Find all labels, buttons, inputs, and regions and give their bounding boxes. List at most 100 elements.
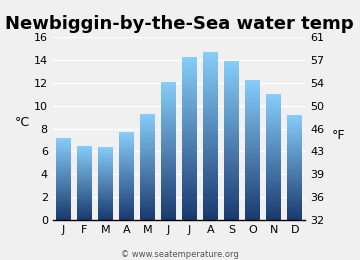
Bar (287, 159, 302, 160)
Bar (245, 183, 260, 185)
Bar (224, 174, 239, 175)
Bar (77, 187, 92, 188)
Bar (98, 174, 113, 175)
Bar (98, 165, 113, 166)
Bar (287, 177, 302, 178)
Bar (287, 166, 302, 167)
Bar (182, 101, 197, 102)
Bar (119, 150, 134, 151)
Bar (182, 158, 197, 159)
Bar (98, 171, 113, 172)
Bar (224, 77, 239, 79)
Bar (77, 159, 92, 160)
Bar (140, 179, 155, 180)
Bar (55, 199, 71, 200)
Bar (161, 150, 176, 151)
Bar (266, 136, 282, 137)
Bar (266, 118, 282, 119)
Bar (203, 96, 218, 98)
Bar (266, 119, 282, 121)
Bar (224, 128, 239, 129)
Bar (119, 170, 134, 171)
Bar (55, 190, 71, 191)
Bar (140, 165, 155, 166)
Bar (245, 200, 260, 202)
Bar (98, 166, 113, 167)
Bar (98, 206, 113, 207)
Bar (224, 137, 239, 139)
Bar (77, 216, 92, 217)
Bar (266, 197, 282, 198)
Bar (224, 207, 239, 209)
Bar (287, 153, 302, 154)
Bar (140, 134, 155, 135)
Bar (203, 174, 218, 176)
Bar (161, 152, 176, 153)
Bar (98, 169, 113, 170)
Bar (266, 172, 282, 173)
Bar (182, 189, 197, 190)
Bar (224, 194, 239, 196)
Bar (287, 131, 302, 132)
Bar (266, 113, 282, 114)
Bar (266, 165, 282, 166)
Bar (266, 127, 282, 128)
Bar (98, 184, 113, 185)
Bar (182, 212, 197, 213)
Bar (119, 140, 134, 141)
Bar (287, 120, 302, 121)
Bar (203, 164, 218, 166)
Bar (55, 153, 71, 154)
Bar (119, 146, 134, 147)
Bar (203, 196, 218, 198)
Bar (119, 214, 134, 215)
Bar (161, 203, 176, 205)
Bar (245, 197, 260, 199)
Bar (224, 183, 239, 185)
Bar (203, 206, 218, 208)
Bar (55, 140, 71, 141)
Bar (55, 139, 71, 140)
Bar (203, 98, 218, 99)
Bar (77, 158, 92, 159)
Bar (119, 169, 134, 170)
Bar (140, 218, 155, 219)
Bar (77, 190, 92, 191)
Bar (119, 163, 134, 164)
Bar (182, 195, 197, 197)
Bar (182, 202, 197, 203)
Bar (55, 176, 71, 177)
Bar (182, 168, 197, 169)
Bar (287, 124, 302, 125)
Bar (161, 184, 176, 185)
Bar (287, 173, 302, 174)
Bar (203, 62, 218, 64)
Bar (224, 106, 239, 107)
Bar (161, 130, 176, 132)
Bar (98, 193, 113, 194)
Bar (266, 137, 282, 138)
Bar (287, 200, 302, 201)
Bar (203, 201, 218, 203)
Bar (266, 216, 282, 217)
Bar (119, 174, 134, 175)
Bar (245, 162, 260, 164)
Bar (287, 135, 302, 136)
Bar (182, 143, 197, 145)
Bar (245, 151, 260, 152)
Bar (203, 84, 218, 86)
Bar (182, 62, 197, 63)
Bar (98, 162, 113, 163)
Bar (119, 182, 134, 183)
Bar (140, 160, 155, 161)
Bar (161, 210, 176, 211)
Bar (182, 128, 197, 130)
Bar (161, 213, 176, 214)
Bar (77, 205, 92, 206)
Bar (98, 200, 113, 201)
Bar (287, 154, 302, 155)
Bar (55, 138, 71, 139)
Bar (140, 123, 155, 124)
Bar (140, 166, 155, 167)
Bar (77, 197, 92, 198)
